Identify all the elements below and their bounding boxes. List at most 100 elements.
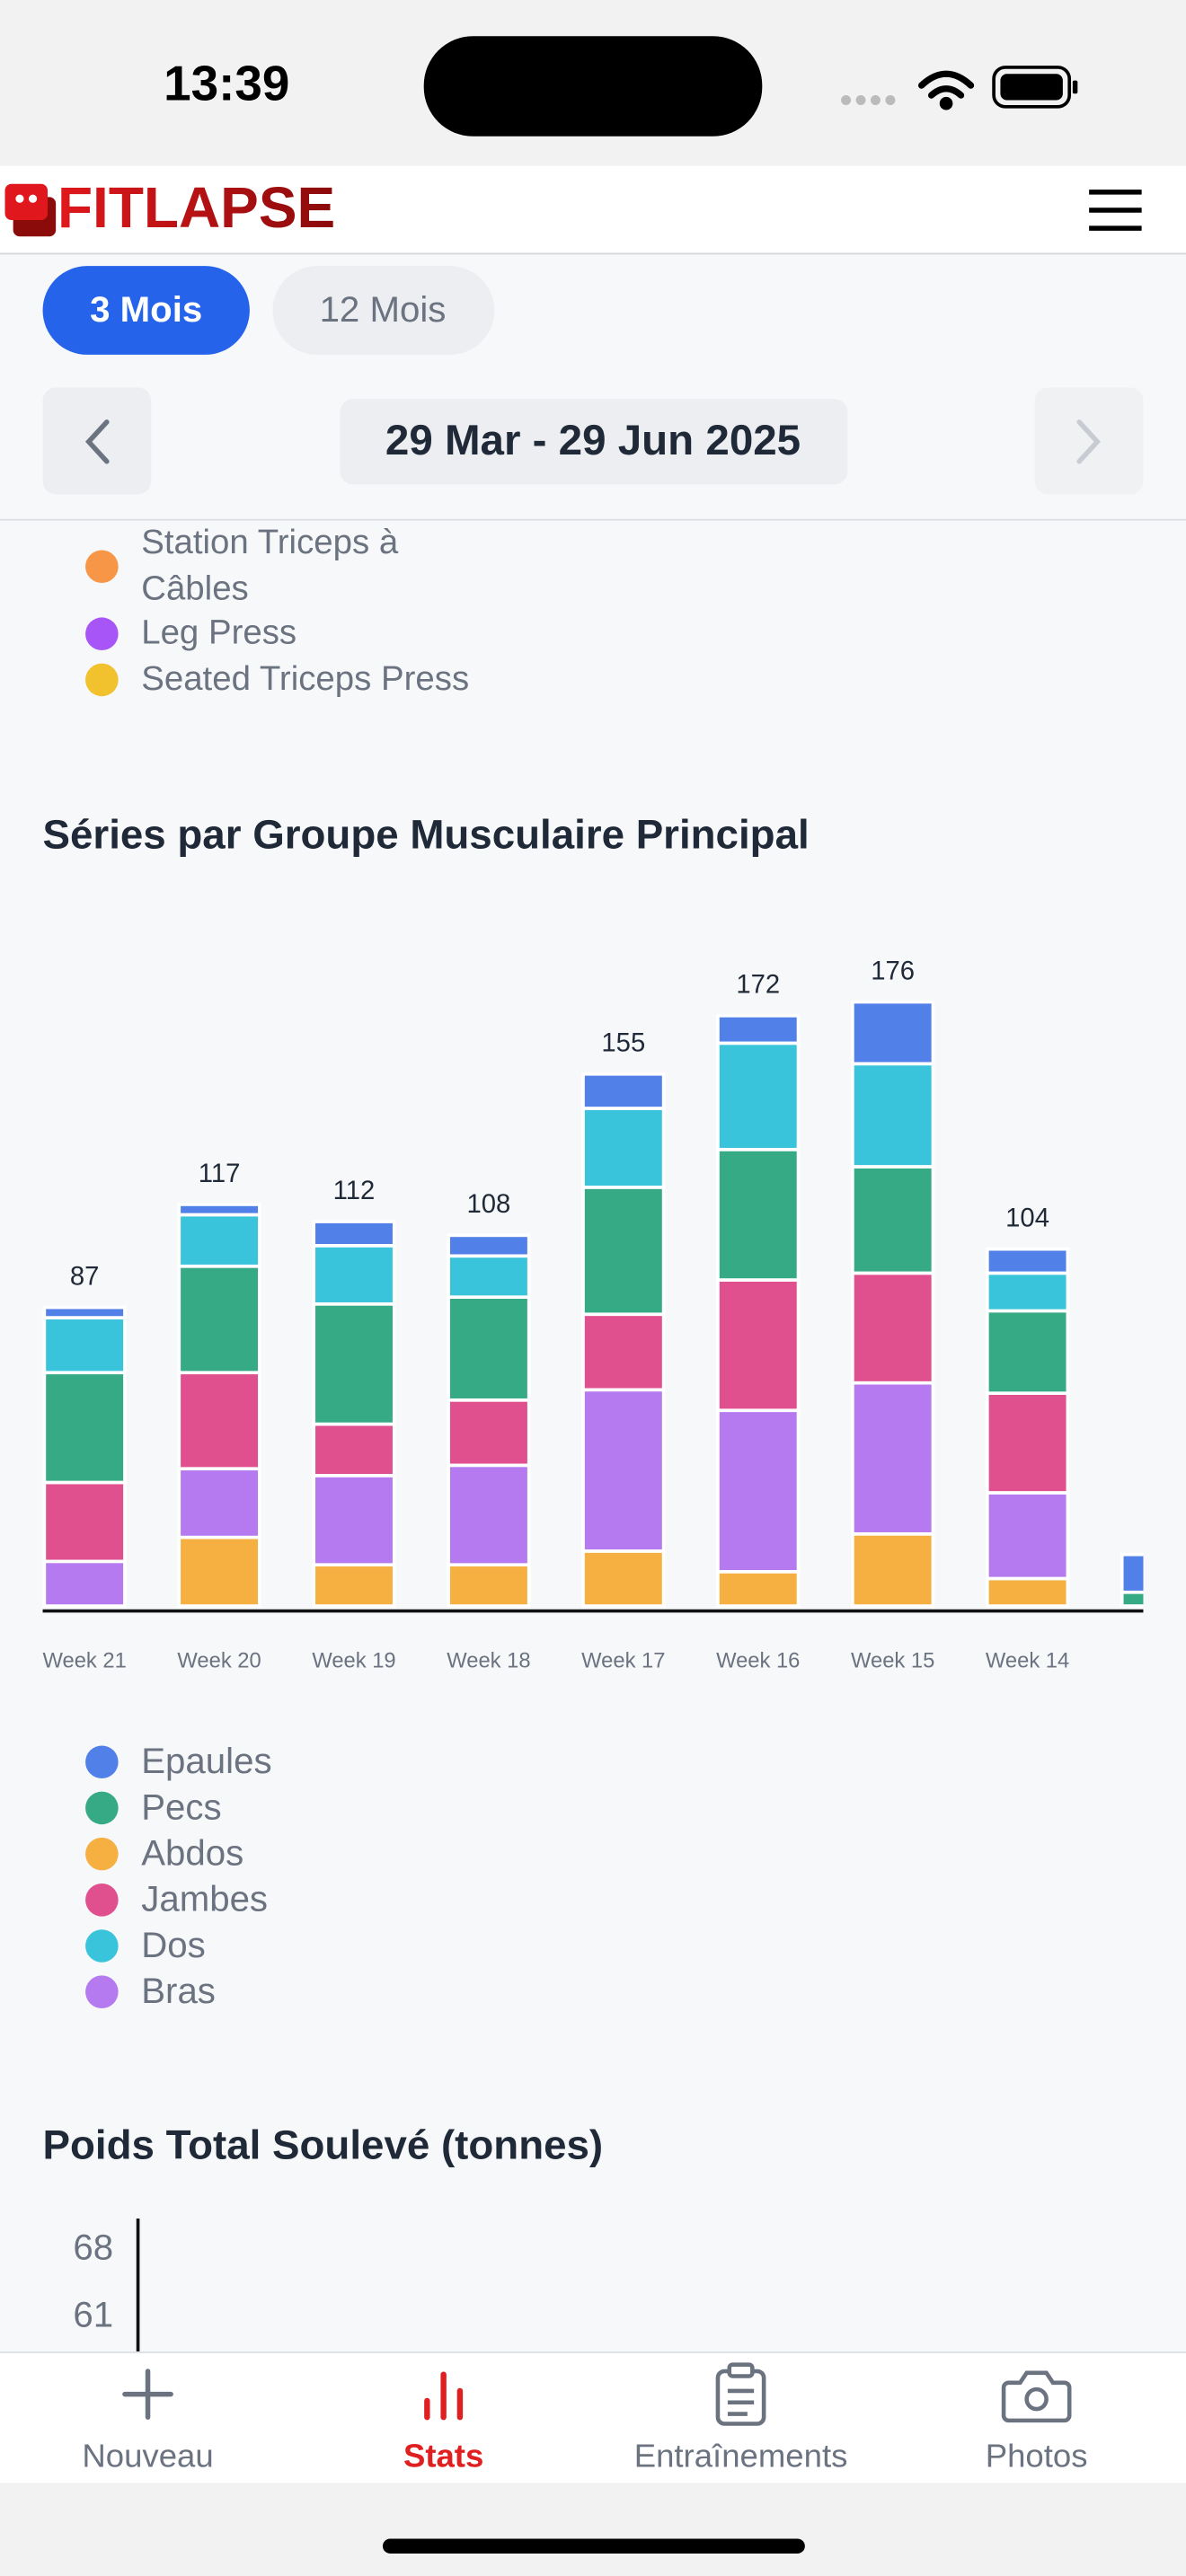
tab-active[interactable] <box>42 266 250 355</box>
legend-label: Abdos <box>141 1833 243 1874</box>
bar-segment <box>985 1491 1070 1581</box>
x-tick-label: Week 17 <box>581 1648 665 1672</box>
bar-segment <box>716 1408 801 1574</box>
bar-segment <box>447 1398 531 1468</box>
date-pill <box>340 399 848 485</box>
next-chevron <box>1076 419 1101 464</box>
date-range: 29 Mar - 29 Jun 2025 <box>385 417 801 464</box>
bar-segment <box>312 1301 396 1426</box>
total-label: 104 <box>1005 1204 1049 1232</box>
bar-segment <box>312 1474 396 1567</box>
bar-segment <box>42 1371 127 1485</box>
legend-dot <box>85 1837 119 1871</box>
camera-icon[interactable] <box>1001 2370 1072 2423</box>
bar-segment <box>716 1570 801 1608</box>
legend-dot <box>85 663 119 697</box>
nav-label[interactable]: Stats <box>403 2438 483 2475</box>
bar-segment <box>581 1549 666 1608</box>
bar-segment <box>581 1388 666 1553</box>
nav-label[interactable]: Photos <box>986 2438 1088 2475</box>
bottom-nav <box>0 2351 1186 2483</box>
signal-icon <box>841 95 896 106</box>
bar-segment <box>851 1000 935 1066</box>
bar-segment <box>447 1563 531 1608</box>
x-tick-label: Week 18 <box>447 1648 530 1672</box>
bar-segment <box>985 1271 1070 1313</box>
bar-segment <box>851 1271 935 1385</box>
x-tick-label: Week 14 <box>986 1648 1069 1672</box>
legend-dot <box>85 1745 119 1779</box>
bar-segment <box>447 1254 531 1299</box>
app-header <box>0 165 1186 253</box>
bar-segment <box>42 1316 127 1375</box>
bar-segment <box>851 1165 935 1275</box>
legend-dot <box>85 1929 119 1963</box>
legend-label: Seated Triceps Press <box>141 659 470 699</box>
bar-segment <box>851 1062 935 1169</box>
bar-segment <box>42 1559 127 1608</box>
total-label: 176 <box>871 957 915 985</box>
legend-dot <box>85 1975 119 2008</box>
bar-segment <box>581 1072 666 1110</box>
menu-button[interactable] <box>1089 190 1142 231</box>
bar-segment <box>1120 1552 1144 1594</box>
tab-label[interactable]: 3 Mois <box>90 289 202 330</box>
chart-title: Séries par Groupe Musculaire Principal <box>43 811 810 857</box>
x-tick-label: Week 21 <box>43 1648 127 1672</box>
bar-segment <box>985 1309 1070 1395</box>
bar-segment <box>581 1312 666 1392</box>
bar-segment <box>42 1480 127 1564</box>
legend-item: Leg Press <box>141 614 296 652</box>
brand[interactable]: FITLAPSE <box>58 175 335 240</box>
next-button[interactable] <box>1034 387 1144 495</box>
bar-segment <box>177 1371 261 1471</box>
legend-dot <box>85 617 119 650</box>
bar-segment <box>716 1013 801 1045</box>
bar-segment <box>447 1233 531 1258</box>
bar-chart: Week 21 87 Week 20 117 Week 19 112 Week 18 108 W… <box>42 957 1144 1672</box>
chart-title: Poids Total Soulevé (tonnes) <box>43 2122 604 2167</box>
bar-segment <box>177 1467 261 1539</box>
legend-item: Station Triceps à Câbles <box>141 524 399 608</box>
dynamic-island <box>423 36 763 137</box>
stats-icon[interactable] <box>424 2371 464 2421</box>
prev-button[interactable] <box>42 387 152 495</box>
total-label: 108 <box>466 1190 510 1219</box>
bar-segment <box>581 1186 666 1317</box>
legend-label: Pecs <box>141 1786 221 1827</box>
bar-segment <box>581 1107 666 1189</box>
bar-segment <box>177 1535 261 1608</box>
nav-label[interactable]: Entraînements <box>634 2438 848 2475</box>
legend-dot <box>85 1791 119 1825</box>
legend-label: Jambes <box>141 1879 268 1919</box>
bar-segment <box>851 1381 935 1536</box>
bar-segment <box>312 1220 396 1248</box>
legend-label: Station Triceps à Câbles <box>141 524 399 608</box>
home-indicator <box>382 2538 805 2554</box>
exercise-legend: Station Triceps à Câbles Leg Press Seated … <box>85 524 470 699</box>
bar-segment <box>716 1278 801 1413</box>
bar-segment <box>716 1148 801 1282</box>
legend-label: Epaules <box>141 1741 271 1781</box>
bar-segment <box>312 1244 396 1306</box>
clipboard-icon[interactable] <box>715 2362 766 2426</box>
bar-segment <box>985 1576 1070 1608</box>
bar-segment <box>177 1213 261 1268</box>
x-tick-label: Week 20 <box>177 1648 261 1672</box>
legend-dot <box>85 550 119 584</box>
x-tick-label: Week 15 <box>851 1648 934 1672</box>
wifi-icon <box>917 70 975 110</box>
legend-label: Dos <box>141 1925 206 1965</box>
y-tick-label: 68 <box>73 2227 113 2267</box>
bar-segment <box>985 1391 1070 1495</box>
home-area <box>0 2483 1186 2576</box>
plus-icon[interactable] <box>122 2369 173 2420</box>
y-tick-label: 61 <box>73 2294 113 2334</box>
y-ticks: 61 68 <box>73 2227 113 2334</box>
tab-label[interactable]: 12 Mois <box>320 289 447 330</box>
bar-segment <box>312 1422 396 1478</box>
tab[interactable] <box>272 266 495 355</box>
total-label: 117 <box>199 1160 241 1188</box>
nav-label[interactable]: Nouveau <box>82 2438 213 2475</box>
